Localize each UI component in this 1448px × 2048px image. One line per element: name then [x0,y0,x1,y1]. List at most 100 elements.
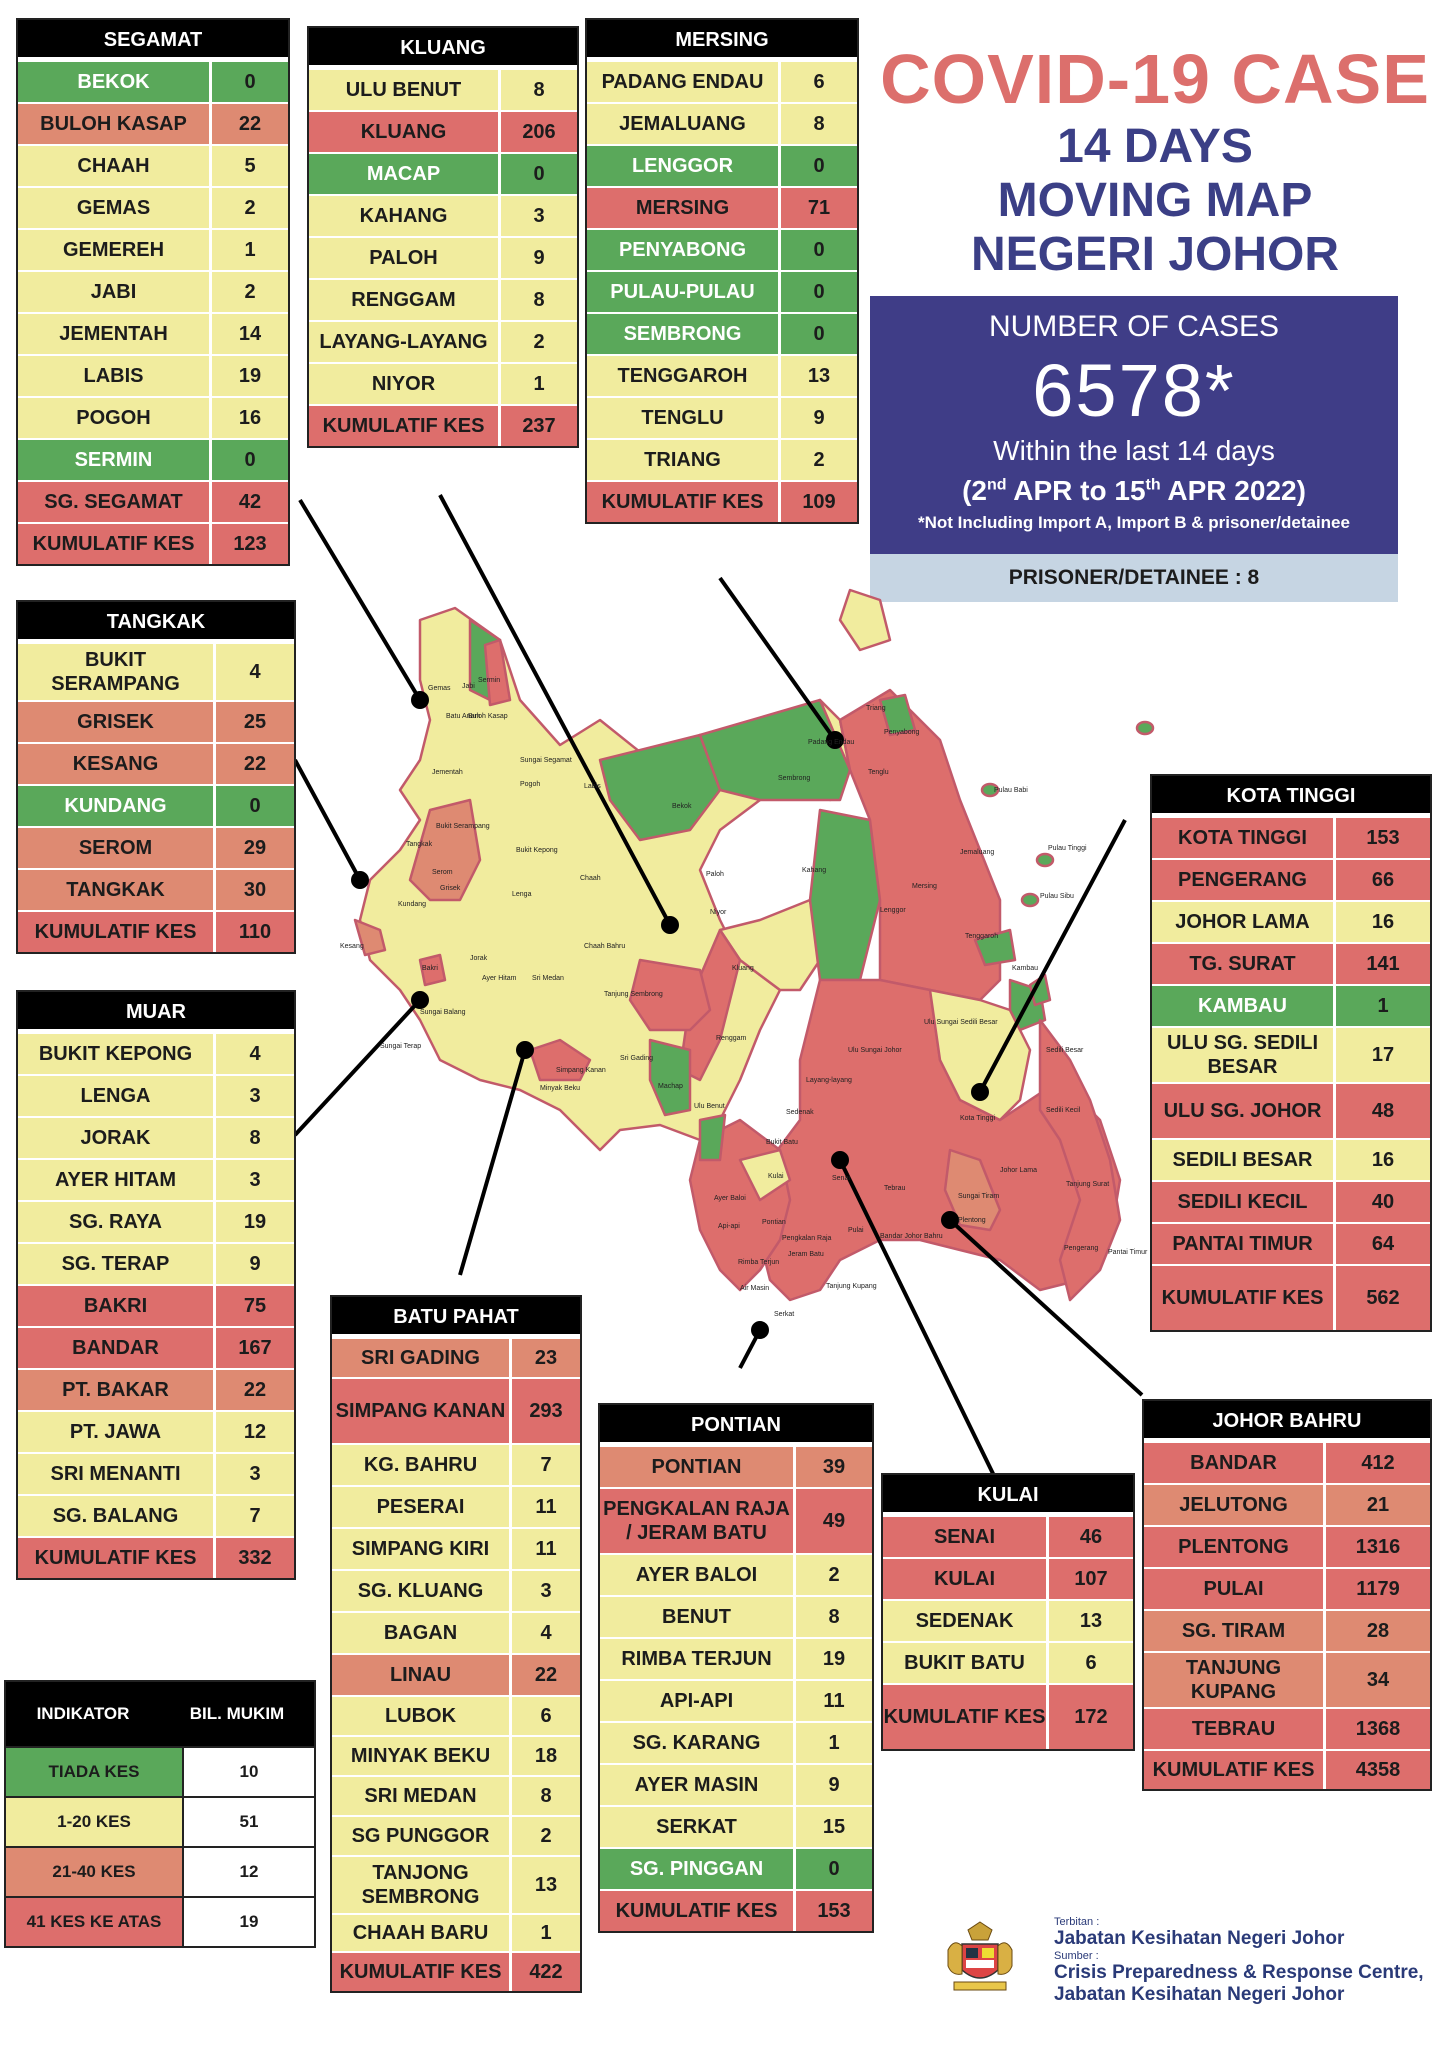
mukim-name: KESANG [18,744,216,784]
map-place-label: Jeram Batu [788,1251,824,1258]
mukim-row: ULU SG. SEDILI BESAR 17 [1152,1026,1430,1082]
cases-within: Within the last 14 days [993,435,1275,466]
district-name: KLUANG [309,28,577,68]
map-region [1038,1018,1122,1302]
mukim-row: KUMULATIF KES 153 [600,1889,872,1931]
map-place-label: Ulu Benut [694,1103,725,1110]
map-place-label: Kahang [802,867,826,874]
mukim-name: JELUTONG [1144,1485,1326,1525]
mukim-cases: 1368 [1355,1717,1401,1740]
mukim-name: TENGGAROH [587,356,781,396]
mukim-cases: 22 [238,112,262,135]
mukim-cases: 28 [1366,1619,1390,1642]
mukim-cases: 1 [244,238,256,261]
mukim-row: KUMULATIF KES 4358 [1144,1749,1430,1789]
mukim-cases: 0 [813,154,825,177]
mukim-row: TANJONG SEMBRONG 13 [332,1855,580,1913]
leader-dot [971,1083,989,1101]
subtitle-line-4: NEGERI JOHOR [970,228,1340,281]
mukim-row: MINYAK BEKU 18 [332,1735,580,1775]
legend-row: 21-40 KES 12 [6,1846,314,1896]
map-place-label: Serkat [774,1311,794,1318]
mukim-row: JEMENTAH 14 [18,312,288,354]
mukim-cases: 8 [249,1126,261,1149]
map-place-label: Sungai Tiram [958,1193,999,1200]
mukim-row: PENYABONG 0 [587,228,857,270]
mukim-row: SERKAT 15 [600,1805,872,1847]
map-place-label: Plentong [958,1217,986,1224]
map-place-label: Kota Tinggi [960,1115,995,1122]
mukim-row: LUBOK 6 [332,1695,580,1735]
mukim-name: LINAU [332,1655,512,1695]
mukim-name: GEMEREH [18,230,212,270]
mukim-row: TENGLU 9 [587,396,857,438]
mukim-name: SEDENAK [883,1601,1049,1641]
map-place-label: Padang Endau [808,739,854,746]
map-place-label: Labis [584,783,601,790]
mukim-cases: 75 [243,1294,267,1317]
mukim-name: KUMULATIF KES [332,1953,512,1991]
mukim-cases: 19 [822,1647,846,1670]
mukim-name: TG. SURAT [1152,944,1336,984]
map-region [353,918,387,957]
mukim-cases: 46 [1079,1525,1103,1548]
map-place-label: Bandar Johor Bahru [880,1233,943,1240]
mukim-name: SERMIN [18,440,212,480]
mukim-row: KOTA TINGGI 153 [1152,816,1430,858]
map-place-label: Bukit Batu [766,1139,798,1146]
mukim-cases: 109 [802,490,836,513]
mukim-name: KUMULATIF KES [1152,1266,1336,1330]
mukim-row: SIMPANG KANAN 293 [332,1377,580,1443]
mukim-row: LENGGOR 0 [587,144,857,186]
leader-line [838,1159,1002,1489]
mukim-cases: 11 [823,1689,845,1712]
map-place-label: Jabi [462,683,475,690]
cases-date-range: (2nd APR to 15th APR 2022) [962,475,1306,506]
mukim-name: SIMPANG KIRI [332,1529,512,1569]
mukim-cases: 153 [1366,826,1400,849]
district-name: BATU PAHAT [332,1297,580,1337]
legend-row: 41 KES KE ATAS 19 [6,1896,314,1946]
leader-dot [661,916,679,934]
mukim-cases: 237 [522,414,556,437]
map-place-label: Pulau Tinggi [1048,845,1087,852]
map-region [483,638,512,707]
mukim-row: PADANG ENDAU 6 [587,60,857,102]
map-place-label: Jorak [470,955,488,962]
map-place-label: Grisek [440,885,461,892]
mukim-cases: 34 [1366,1668,1390,1691]
mukim-cases: 0 [244,70,256,93]
mukim-cases: 172 [1074,1705,1108,1728]
map-region [698,698,852,802]
mukim-row: PALOH 9 [309,236,577,278]
mukim-cases: 13 [807,364,831,387]
mukim-cases: 4 [540,1621,552,1644]
mukim-row: KUMULATIF KES 172 [883,1683,1133,1749]
mukim-row: SG PUNGGOR 2 [332,1815,580,1855]
mukim-cases: 7 [540,1453,552,1476]
mukim-cases: 39 [822,1455,846,1478]
cases-total: 6578* [1032,349,1236,432]
mukim-row: SIMPANG KIRI 11 [332,1527,580,1569]
mukim-row: PULAI 1179 [1144,1567,1430,1609]
mukim-name: SG. RAYA [18,1202,216,1242]
mukim-cases: 16 [1371,1148,1395,1171]
mukim-cases: 19 [238,364,262,387]
map-place-label: Sermin [478,677,500,684]
map-place-label: Pulau Sibu [1040,893,1074,900]
map-place-label: Pantai Timur [1108,1249,1148,1256]
mukim-row: LAYANG-LAYANG 2 [309,320,577,362]
mukim-name: LUBOK [332,1697,512,1735]
map-place-label: Sri Gading [620,1055,653,1062]
mukim-name: SG. TERAP [18,1244,216,1284]
mukim-cases: 1 [828,1731,840,1754]
mukim-cases: 21 [1366,1493,1390,1516]
mukim-row: SG. TERAP 9 [18,1242,294,1284]
map-place-label: Tenggaroh [965,933,998,940]
district-name: SEGAMAT [18,20,288,60]
mukim-name: TANJONG SEMBRONG [332,1857,512,1913]
mukim-row: TANJUNG KUPANG 34 [1144,1651,1430,1707]
mukim-name: SENAI [883,1517,1049,1557]
mukim-cases: 2 [540,1824,552,1847]
